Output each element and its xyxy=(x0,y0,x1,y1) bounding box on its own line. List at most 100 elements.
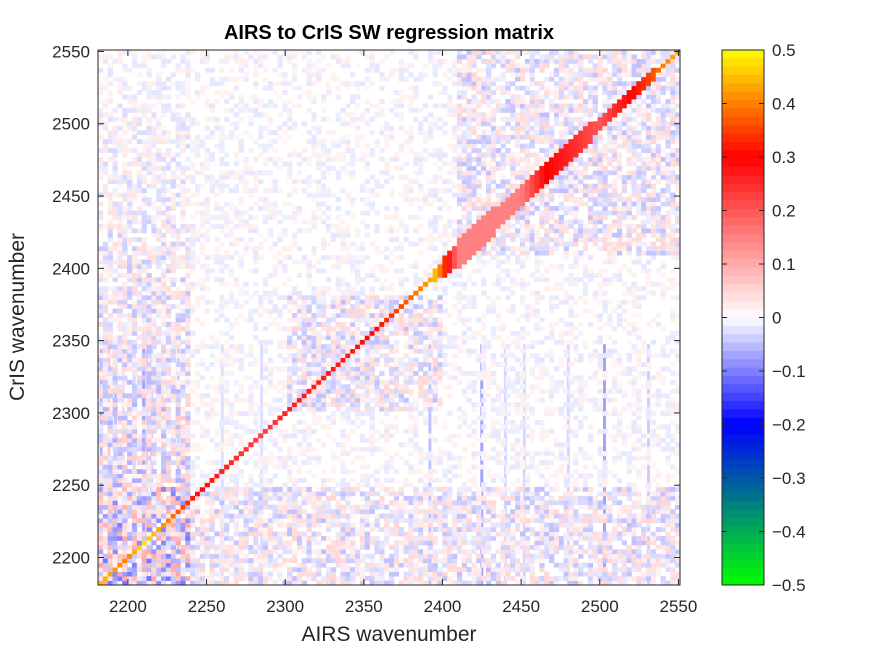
heatmap-cell xyxy=(335,562,341,568)
heatmap-cell xyxy=(117,214,123,220)
heatmap-cell xyxy=(127,50,133,55)
heatmap-cell xyxy=(427,264,434,269)
heatmap-cell xyxy=(195,237,201,243)
heatmap-cell xyxy=(359,210,366,216)
heatmap-cell xyxy=(272,241,278,247)
heatmap-cell xyxy=(296,103,303,109)
heatmap-cell xyxy=(146,219,152,225)
heatmap-cell xyxy=(321,482,327,488)
heatmap-cell xyxy=(175,527,181,532)
heatmap-cell xyxy=(117,76,123,82)
heatmap-cell xyxy=(427,379,434,385)
heatmap-cell xyxy=(364,446,370,452)
heatmap-cell xyxy=(190,473,196,479)
heatmap-cell xyxy=(141,482,147,488)
heatmap-cell xyxy=(282,411,288,416)
heatmap-cell xyxy=(136,81,143,87)
heatmap-cell xyxy=(403,130,409,136)
heatmap-cell xyxy=(131,157,138,162)
heatmap-cell xyxy=(389,464,395,470)
heatmap-cell xyxy=(204,148,210,153)
heatmap-cell xyxy=(131,535,138,541)
heatmap-cell xyxy=(238,148,244,153)
heatmap-cell xyxy=(272,562,278,568)
heatmap-cell xyxy=(224,486,230,492)
heatmap-cell xyxy=(301,148,307,153)
heatmap-cell xyxy=(156,366,162,372)
heatmap-cell xyxy=(146,148,152,153)
heatmap-cell xyxy=(165,567,172,573)
heatmap-cell xyxy=(340,326,346,332)
heatmap-cell xyxy=(195,295,201,301)
heatmap-cell xyxy=(292,362,298,367)
heatmap-cell xyxy=(398,295,404,301)
heatmap-cell xyxy=(335,393,341,399)
heatmap-cell xyxy=(262,544,269,550)
heatmap-cell xyxy=(418,393,424,399)
heatmap-cell xyxy=(161,134,167,140)
heatmap-cell xyxy=(408,134,414,140)
heatmap-cell xyxy=(267,384,273,390)
heatmap-cell xyxy=(151,201,157,207)
heatmap-cell xyxy=(277,259,283,265)
heatmap-cell xyxy=(195,183,201,189)
heatmap-cell xyxy=(98,85,104,91)
heatmap-cell xyxy=(272,495,278,501)
heatmap-cell xyxy=(422,393,429,399)
heatmap-cell xyxy=(209,81,215,87)
heatmap-cell xyxy=(296,562,303,568)
heatmap-cell xyxy=(292,286,298,292)
heatmap-cell xyxy=(345,321,351,327)
heatmap-cell xyxy=(398,192,404,198)
heatmap-cell xyxy=(384,393,390,399)
heatmap-cell xyxy=(248,500,254,506)
heatmap-cell xyxy=(359,384,366,390)
heatmap-cell xyxy=(258,473,264,479)
heatmap-cell xyxy=(335,491,341,497)
heatmap-cell xyxy=(122,433,128,439)
heatmap-cell xyxy=(131,567,138,573)
heatmap-cell xyxy=(408,558,414,564)
heatmap-cell xyxy=(151,451,157,457)
heatmap-cell xyxy=(146,255,152,260)
heatmap-cell xyxy=(292,326,298,332)
heatmap-cell xyxy=(418,460,424,466)
heatmap-cell xyxy=(98,402,104,408)
heatmap-cell xyxy=(170,219,176,225)
heatmap-cell xyxy=(311,317,317,323)
heatmap-cell xyxy=(156,504,162,510)
heatmap-cell xyxy=(161,152,167,158)
heatmap-cell xyxy=(170,375,176,381)
heatmap-cell xyxy=(156,576,162,581)
heatmap-cell xyxy=(272,157,278,162)
heatmap-cell xyxy=(335,549,341,555)
heatmap-cell xyxy=(340,277,346,283)
heatmap-cell xyxy=(262,148,269,153)
heatmap-cell xyxy=(335,259,341,265)
heatmap-cell xyxy=(161,241,167,247)
heatmap-cell xyxy=(301,50,307,55)
heatmap-cell xyxy=(306,339,312,345)
heatmap-cell xyxy=(296,85,303,91)
heatmap-cell xyxy=(364,437,370,443)
heatmap-cell xyxy=(345,357,351,363)
heatmap-cell xyxy=(350,241,356,247)
heatmap-cell xyxy=(122,522,128,528)
heatmap-cell xyxy=(146,201,152,207)
heatmap-cell xyxy=(156,90,162,95)
heatmap-cell xyxy=(131,486,138,492)
heatmap-cell xyxy=(112,201,118,207)
heatmap-cell xyxy=(350,357,356,363)
heatmap-cell xyxy=(238,139,244,145)
heatmap-cell xyxy=(292,371,298,376)
heatmap-cell xyxy=(345,393,351,399)
heatmap-cell xyxy=(413,513,419,519)
heatmap-cell xyxy=(243,353,249,359)
heatmap-cell xyxy=(141,143,147,149)
heatmap-cell xyxy=(204,201,210,207)
heatmap-cell xyxy=(146,313,152,318)
heatmap-cell xyxy=(117,540,123,546)
heatmap-cell xyxy=(379,281,385,287)
heatmap-cell xyxy=(175,67,181,73)
heatmap-cell xyxy=(141,223,147,229)
